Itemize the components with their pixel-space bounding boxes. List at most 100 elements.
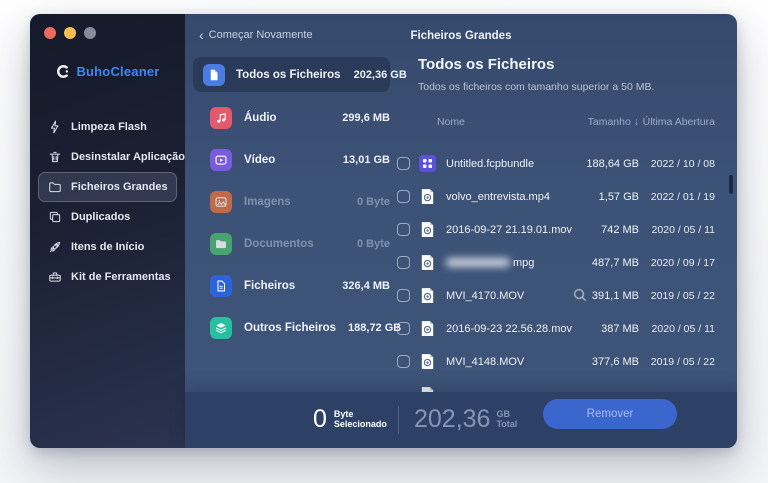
file-list: Untitled.fcpbundle 188,64 GB 2022 / 10 /… [390, 147, 737, 392]
category-item[interactable]: Ficheiros 326,4 MB [193, 265, 390, 307]
selected-size-group: 0 Byte Selecionado [313, 404, 387, 434]
category-item[interactable]: Imagens 0 Byte [193, 181, 390, 223]
file-date: 2022 / 01 / 19 [650, 190, 715, 203]
total-size-unit: GB [496, 408, 510, 419]
back-button[interactable]: ‹ Começar Novamente [199, 26, 313, 43]
file-size: 1,57 GB [598, 190, 639, 203]
audio-icon [210, 107, 232, 129]
chevron-left-icon: ‹ [199, 26, 204, 43]
app-window: BuhoCleaner Limpeza Flash Desinstalar Ap… [30, 14, 737, 448]
row-checkbox[interactable] [397, 289, 410, 302]
total-size-group: 202,36 GB Total [414, 404, 517, 434]
sidebar-item[interactable]: Desinstalar Aplicação [38, 142, 185, 172]
table-row[interactable]: mpg 487,7 MB 2020 / 09 / 17 [390, 246, 737, 279]
file-date: 2020 / 05 / 11 [651, 223, 715, 236]
category-label: Vídeo [244, 154, 276, 166]
buhocleaner-logo-icon [57, 65, 69, 78]
category-size: 13,01 GB [342, 154, 390, 166]
row-checkbox[interactable] [397, 355, 410, 368]
category-size: 202,36 GB [353, 68, 407, 81]
main-content: ‹ Começar Novamente Ficheiros Grandes To… [185, 14, 737, 448]
category-item[interactable]: Vídeo 13,01 GB [193, 139, 390, 181]
sidebar-item[interactable]: Limpeza Flash [38, 112, 177, 142]
sidebar-item[interactable]: Kit de Ferramentas [38, 262, 177, 292]
category-label: Ficheiros [244, 280, 296, 292]
row-checkbox[interactable] [397, 190, 410, 203]
trash-icon [48, 150, 62, 164]
app-name: BuhoCleaner [76, 64, 160, 79]
sidebar-item-label: Duplicados [71, 211, 131, 223]
total-size-label: Total [496, 419, 518, 429]
table-row[interactable]: 2016-09-27 21.19.01.mov 742 MB 2020 / 05… [390, 213, 737, 246]
scrollbar-thumb[interactable] [729, 175, 733, 194]
documents-icon [210, 233, 232, 255]
category-size: 0 Byte [356, 196, 390, 208]
file-size: 391,1 MB [591, 289, 639, 302]
file-size: 487,7 MB [591, 256, 639, 269]
column-header-size[interactable]: Tamanho ↓ [587, 116, 639, 128]
category-label: Áudio [244, 112, 277, 124]
remove-button[interactable]: Remover [543, 399, 677, 429]
fcp-bundle-icon [419, 155, 436, 172]
app-logo: BuhoCleaner [30, 64, 185, 79]
lightning-icon [48, 120, 62, 134]
zoom-window-button[interactable] [84, 27, 96, 39]
window-controls [44, 27, 96, 39]
sidebar-item[interactable]: Ficheiros Grandes [38, 172, 177, 202]
category-size: 0 Byte [356, 238, 390, 250]
file-size: 387 MB [601, 322, 639, 335]
file-name: MVI_4148.MOV [446, 355, 525, 368]
folder-icon [48, 180, 62, 194]
movie-file-icon [419, 254, 436, 271]
sidebar-item[interactable]: Itens de Início [38, 232, 177, 262]
category-item[interactable]: Áudio 299,6 MB [193, 97, 390, 139]
column-header-last-opened[interactable]: Última Abertura [642, 116, 715, 128]
table-header: Nome Tamanho ↓ Última Abertura [390, 116, 737, 130]
category-item[interactable]: Outros Ficheiros 188,72 GB [193, 307, 401, 349]
footer-bar: 0 Byte Selecionado 202,36 GB Total Remov… [185, 392, 737, 448]
category-list: Todos os Ficheiros 202,36 GB Áudio 299,6… [193, 57, 407, 349]
rocket-icon [48, 240, 62, 254]
sidebar-item-label: Itens de Início [71, 241, 145, 253]
sidebar-item[interactable]: Duplicados [38, 202, 177, 232]
movie-file-icon [419, 188, 436, 205]
search-icon[interactable] [573, 288, 587, 302]
category-label: Todos os Ficheiros [236, 68, 341, 81]
file-name: 2016-09-27 21.19.01.mov [446, 223, 572, 236]
table-row[interactable]: 2016-09-23 22.56.28.mov 387 MB 2020 / 05… [390, 312, 737, 345]
row-checkbox[interactable] [397, 256, 410, 269]
table-row[interactable]: MVI_4148.MOV 377,6 MB 2019 / 05 / 22 [390, 345, 737, 378]
category-item[interactable]: Todos os Ficheiros 202,36 GB [193, 57, 407, 92]
row-checkbox[interactable] [397, 157, 410, 170]
movie-file-icon [419, 353, 436, 370]
category-size: 326,4 MB [342, 280, 390, 292]
file-date: 2020 / 09 / 17 [650, 256, 715, 269]
back-label: Começar Novamente [208, 29, 313, 41]
images-icon [210, 191, 232, 213]
movie-file-icon [419, 320, 436, 337]
table-row[interactable]: MVI_4170.MOV 391,1 MB 2019 / 05 / 22 [390, 279, 737, 312]
total-size-value: 202,36 [414, 405, 491, 433]
selected-size-value: 0 [313, 405, 327, 433]
category-size: 299,6 MB [342, 112, 390, 124]
file-name: MVI_4170.MOV [446, 289, 525, 302]
file-date: 2022 / 10 / 08 [650, 157, 715, 170]
column-header-name[interactable]: Nome [437, 116, 466, 128]
file-name: Untitled.fcpbundle [446, 157, 535, 170]
sort-descending-icon: ↓ [633, 116, 639, 128]
category-item[interactable]: Documentos 0 Byte [193, 223, 390, 265]
table-row[interactable]: volvo_entrevista.mp4 1,57 GB 2022 / 01 /… [390, 180, 737, 213]
table-row[interactable] [390, 378, 737, 392]
section-subheading: Todos os ficheiros com tamanho superior … [418, 81, 655, 93]
file-name: 2016-09-23 22.56.28.mov [446, 322, 572, 335]
category-label: Documentos [244, 238, 314, 250]
close-window-button[interactable] [44, 27, 56, 39]
row-checkbox[interactable] [397, 322, 410, 335]
minimize-window-button[interactable] [64, 27, 76, 39]
section-heading: Todos os Ficheiros [418, 56, 555, 73]
table-row[interactable]: Untitled.fcpbundle 188,64 GB 2022 / 10 /… [390, 147, 737, 180]
row-checkbox[interactable] [397, 223, 410, 236]
file-date: 2019 / 05 / 22 [650, 355, 715, 368]
sidebar-nav: Limpeza Flash Desinstalar Aplicação Fich… [38, 112, 185, 292]
